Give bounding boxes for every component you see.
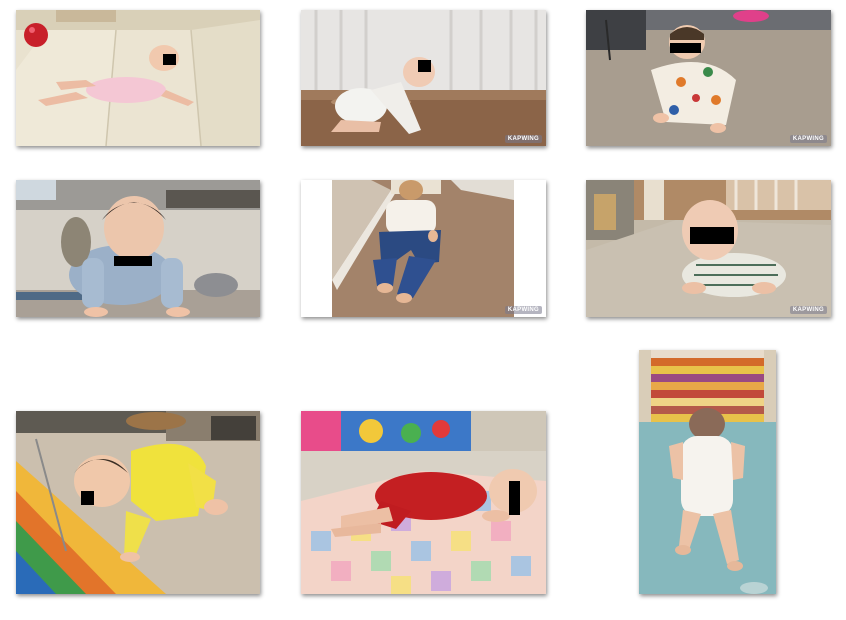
baby-crawling-indoors-photo	[16, 180, 260, 317]
photo-9	[639, 350, 776, 594]
privacy-bar	[509, 481, 520, 515]
baby-crawling-hallway-photo	[301, 180, 546, 317]
watermark-label: KAPWING	[789, 135, 827, 143]
photo-8	[301, 411, 546, 594]
baby-red-outfit-quilt-photo	[301, 411, 546, 594]
privacy-bar	[670, 43, 701, 53]
watermark-label: KAPWING	[789, 306, 827, 314]
baby-in-crib-photo	[639, 350, 776, 594]
photo-1	[16, 10, 260, 146]
baby-on-carpet-photo	[586, 10, 831, 146]
photo-6: KAPWING	[586, 180, 831, 317]
baby-head-down-carpet-photo	[586, 180, 831, 317]
privacy-bar	[418, 60, 431, 72]
privacy-bar	[163, 54, 176, 65]
privacy-bar	[690, 227, 734, 244]
watermark-label: KAPWING	[504, 306, 542, 314]
photo-5: KAPWING	[301, 180, 546, 317]
photo-3: KAPWING	[586, 10, 831, 146]
privacy-bar	[114, 256, 152, 266]
baby-yellow-onesie-photo	[16, 411, 260, 594]
baby-crawling-wood-floor-photo	[301, 10, 546, 146]
watermark-label: KAPWING	[504, 135, 542, 143]
photo-7	[16, 411, 260, 594]
photo-4	[16, 180, 260, 317]
privacy-bar	[81, 491, 94, 505]
baby-on-foam-mat-photo	[16, 10, 260, 146]
photo-2: KAPWING	[301, 10, 546, 146]
